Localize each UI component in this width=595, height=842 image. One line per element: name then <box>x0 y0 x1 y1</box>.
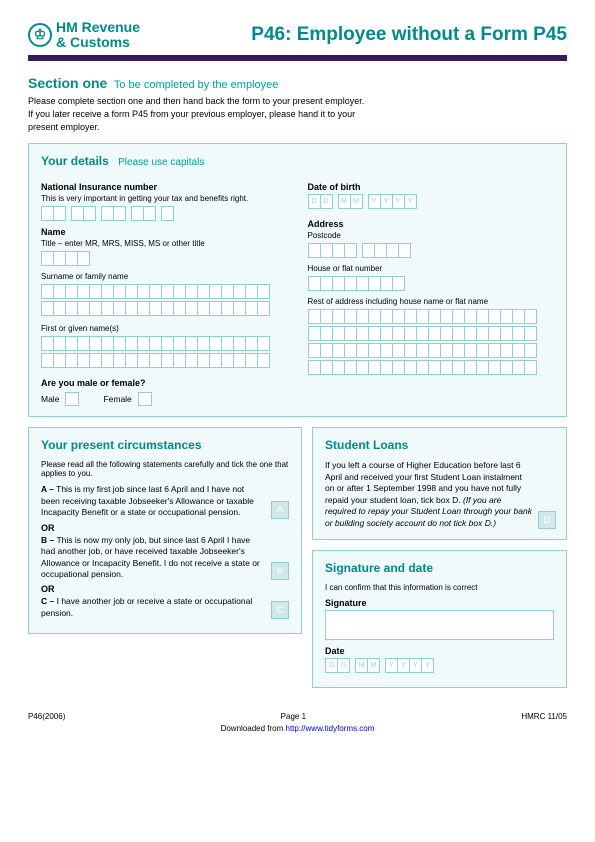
download-link[interactable]: http://www.tidyforms.com <box>286 724 375 733</box>
brand-line2: & Customs <box>56 35 140 50</box>
firstname-boxes[interactable] <box>41 336 288 370</box>
female-option[interactable]: Female <box>103 392 151 406</box>
student-loans-panel: Student Loans If you left a course of Hi… <box>312 427 567 540</box>
name-label: Name <box>41 227 288 237</box>
rest-address-boxes[interactable] <box>308 309 555 377</box>
signature-date-boxes[interactable]: DD MM YYYY <box>325 658 554 673</box>
dob-boxes[interactable]: DD MM YYYY <box>308 194 555 209</box>
circumstances-panel: Your present circumstances Please read a… <box>28 427 302 634</box>
signature-box[interactable] <box>325 610 554 640</box>
signature-panel: Signature and date I can confirm that th… <box>312 550 567 688</box>
statement-c: C – I have another job or receive a stat… <box>41 596 289 619</box>
male-option[interactable]: Male <box>41 392 79 406</box>
section-one-heading: Section one To be completed by the emplo… <box>28 75 567 91</box>
section-one-intro: Please complete section one and then han… <box>28 95 567 133</box>
checkbox-c[interactable]: C <box>271 601 289 619</box>
checkbox-d[interactable]: D <box>538 511 556 529</box>
divider-bar <box>28 55 567 61</box>
surname-boxes[interactable] <box>41 284 288 318</box>
brand-line1: HM Revenue <box>56 20 140 35</box>
checkbox-a[interactable]: A <box>271 501 289 519</box>
gender-label: Are you male or female? <box>41 378 288 388</box>
checkbox-b[interactable]: B <box>271 562 289 580</box>
address-label: Address <box>308 219 555 229</box>
your-details-heading: Your details <box>41 154 109 168</box>
download-note: Downloaded from http://www.tidyforms.com <box>28 724 567 733</box>
title-boxes[interactable] <box>41 251 288 266</box>
statement-b: B – This is now my only job, but since l… <box>41 535 289 581</box>
crown-icon: ♔ <box>28 23 52 47</box>
surname-label: Surname or family name <box>41 272 288 281</box>
header: ♔ HM Revenue & Customs P46: Employee wit… <box>28 20 567 49</box>
dob-label: Date of birth <box>308 182 555 192</box>
footer: P46(2006) Page 1 HMRC 11/05 <box>28 712 567 721</box>
ni-label: National Insurance number <box>41 182 288 192</box>
postcode-boxes[interactable] <box>308 243 555 258</box>
hmrc-logo: ♔ HM Revenue & Customs <box>28 20 140 49</box>
form-title: P46: Employee without a Form P45 <box>251 24 567 46</box>
your-details-panel: Your details Please use capitals Nationa… <box>28 143 567 417</box>
firstname-label: First or given name(s) <box>41 324 288 333</box>
house-boxes[interactable] <box>308 276 555 291</box>
statement-a: A – This is my first job since last 6 Ap… <box>41 484 289 518</box>
ni-boxes[interactable] <box>41 206 288 221</box>
